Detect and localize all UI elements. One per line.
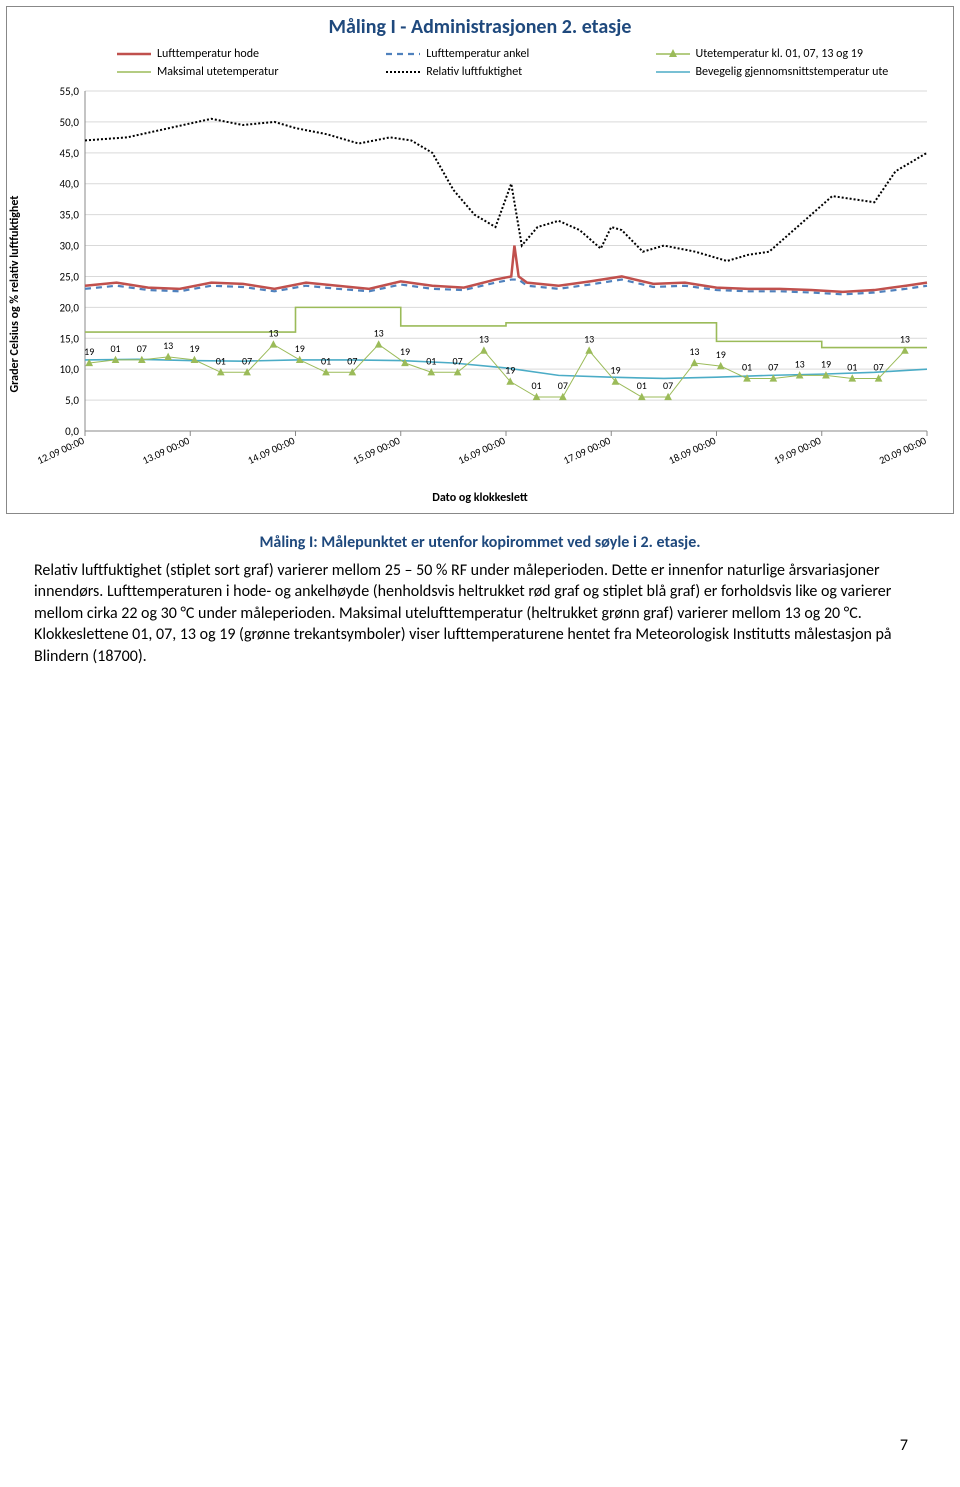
svg-text:13: 13 [374,326,384,339]
svg-text:13: 13 [795,357,805,370]
legend-swatch [386,48,420,60]
svg-text:01: 01 [637,379,647,392]
legend-item: Maksimal utetemperatur [117,65,386,79]
svg-text:07: 07 [453,354,463,367]
svg-text:13: 13 [268,326,278,339]
svg-text:01: 01 [216,354,226,367]
svg-text:55,0: 55,0 [60,87,80,98]
svg-text:10,0: 10,0 [60,363,80,376]
svg-text:20,0: 20,0 [60,301,80,314]
svg-text:13: 13 [900,333,910,346]
svg-text:19: 19 [610,364,620,377]
svg-text:01: 01 [531,379,541,392]
svg-text:01: 01 [426,354,436,367]
svg-text:01: 01 [110,342,120,355]
legend-label: Lufttemperatur hode [157,47,259,61]
legend-swatch [117,48,151,60]
legend-swatch [656,48,690,60]
svg-text:35,0: 35,0 [60,209,80,222]
legend-item: Relativ luftfuktighet [386,65,655,79]
legend-item: Utetemperatur kl. 01, 07, 13 og 19 [656,47,925,61]
svg-text:07: 07 [242,354,252,367]
svg-text:19.09 00:00: 19.09 00:00 [772,434,824,467]
legend-label: Maksimal utetemperatur [157,65,279,79]
svg-text:07: 07 [558,379,568,392]
legend-swatch [117,66,151,78]
svg-text:13: 13 [584,333,594,346]
svg-text:50,0: 50,0 [60,116,80,129]
legend-item: Bevegelig gjennomsnittstemperatur ute [656,65,925,79]
svg-text:18.09 00:00: 18.09 00:00 [667,434,719,467]
svg-text:19: 19 [505,364,515,377]
caption-body: Relativ luftfuktighet (stiplet sort graf… [34,560,926,668]
page-number: 7 [900,1436,908,1455]
legend-swatch [656,66,690,78]
svg-text:19: 19 [821,357,831,370]
y-axis-label: Grader Celsius og % relativ luftfuktighe… [8,196,22,393]
svg-text:07: 07 [663,379,673,392]
chart-container: Måling I - Administrasjonen 2. etasje Lu… [6,6,954,514]
legend-label: Lufttemperatur ankel [426,47,529,61]
chart-legend: Lufttemperatur hode Lufttemperatur ankel U… [7,43,953,87]
svg-text:13: 13 [689,345,699,358]
svg-text:13: 13 [163,339,173,352]
svg-text:15,0: 15,0 [60,332,80,345]
svg-text:13: 13 [479,333,489,346]
svg-text:45,0: 45,0 [60,147,80,160]
svg-text:30,0: 30,0 [60,240,80,253]
legend-item: Lufttemperatur ankel [386,47,655,61]
svg-text:01: 01 [742,360,752,373]
svg-text:16.09 00:00: 16.09 00:00 [456,434,508,467]
legend-swatch [386,66,420,78]
svg-text:17.09 00:00: 17.09 00:00 [561,434,613,467]
svg-text:19: 19 [716,348,726,361]
svg-text:20.09 00:00: 20.09 00:00 [877,434,929,467]
svg-text:07: 07 [347,354,357,367]
svg-text:01: 01 [321,354,331,367]
svg-text:14.09 00:00: 14.09 00:00 [246,434,298,467]
svg-text:40,0: 40,0 [60,178,80,191]
svg-text:15.09 00:00: 15.09 00:00 [351,434,403,467]
svg-text:19: 19 [84,345,94,358]
legend-label: Bevegelig gjennomsnittstemperatur ute [696,65,889,79]
svg-text:13.09 00:00: 13.09 00:00 [140,434,192,467]
svg-text:25,0: 25,0 [60,270,80,283]
svg-text:12.09 00:00: 12.09 00:00 [35,434,87,467]
figure-caption: Måling I: Målepunktet er utenfor kopirom… [34,532,926,668]
svg-text:07: 07 [874,360,884,373]
svg-text:5,0: 5,0 [65,394,79,407]
caption-lead: Måling I: Målepunktet er utenfor kopirom… [259,533,700,552]
chart-title: Måling I - Administrasjonen 2. etasje [7,15,953,39]
svg-text:07: 07 [137,342,147,355]
svg-text:01: 01 [847,360,857,373]
svg-text:07: 07 [768,360,778,373]
legend-label: Relativ luftfuktighet [426,65,522,79]
svg-text:19: 19 [400,345,410,358]
svg-text:19: 19 [295,342,305,355]
legend-label: Utetemperatur kl. 01, 07, 13 og 19 [696,47,863,61]
plot-area: Grader Celsius og % relativ luftfuktighe… [31,87,939,487]
chart-svg: 0,05,010,015,020,025,030,035,040,045,050… [31,87,941,487]
legend-item: Lufttemperatur hode [117,47,386,61]
svg-text:19: 19 [189,342,199,355]
x-axis-label: Dato og klokkeslett [7,491,953,505]
